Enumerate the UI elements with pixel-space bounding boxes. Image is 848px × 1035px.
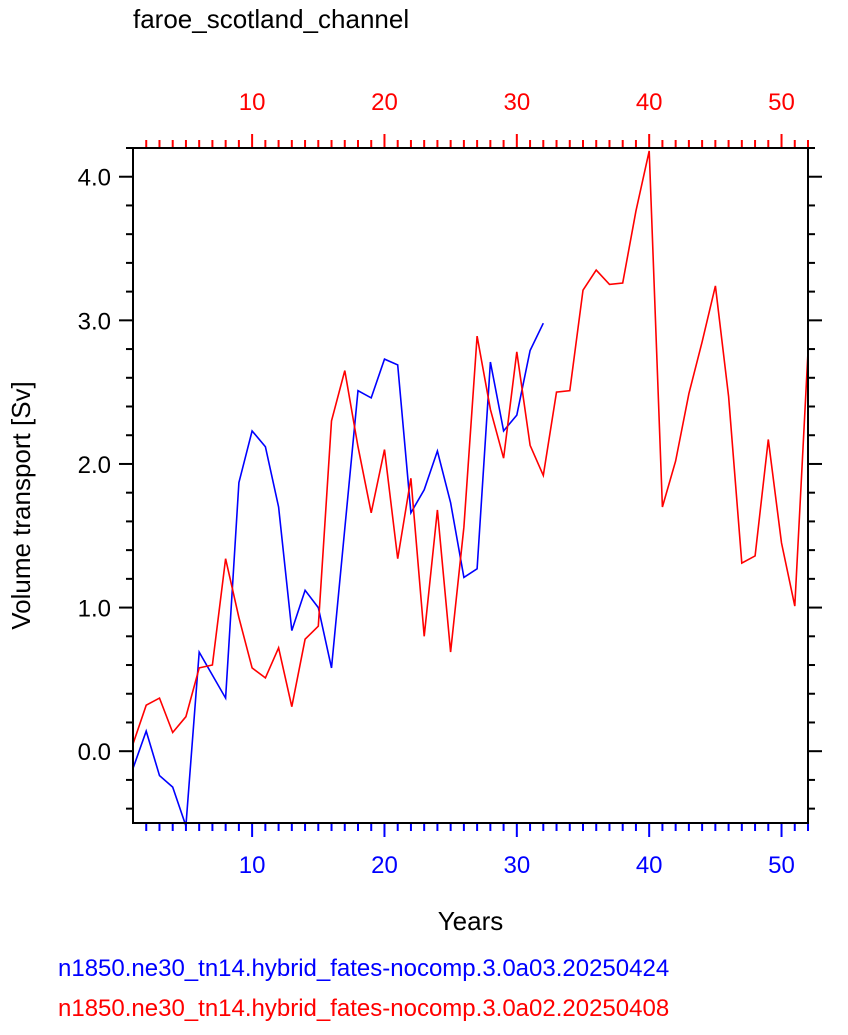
series-line-0 (132, 322, 545, 827)
x-tick-label-top: 30 (503, 89, 530, 116)
y-tick-label: 1.0 (78, 596, 111, 623)
y-tick-label: 0.0 (78, 739, 111, 766)
y-axis-label: Volume transport [Sv] (6, 381, 36, 630)
x-axis-label: Years (438, 906, 504, 936)
x-tick-label-bottom: 50 (768, 852, 795, 879)
y-tick-label: 4.0 (78, 165, 111, 192)
chart-title: faroe_scotland_channel (133, 4, 410, 34)
x-tick-label-bottom: 30 (503, 852, 530, 879)
series-lines (132, 150, 809, 827)
tick-labels: 0.0 1.0 2.0 3.0 4.0 10 20 30 40 50 10 20 30 40 50 (78, 89, 795, 879)
x-tick-label-bottom: 20 (371, 852, 398, 879)
x-tick-label-bottom: 40 (636, 852, 663, 879)
x-tick-label-bottom: 10 (239, 852, 266, 879)
x-tick-label-top: 20 (371, 89, 398, 116)
y-tick-label: 2.0 (78, 452, 111, 479)
legend-entry-red: n1850.ne30_tn14.hybrid_fates-nocomp.3.0a… (58, 995, 670, 1022)
x-tick-label-top: 40 (636, 89, 663, 116)
tick-marks (119, 134, 822, 837)
legend-entry-blue: n1850.ne30_tn14.hybrid_fates-nocomp.3.0a… (58, 955, 670, 982)
x-tick-label-top: 50 (768, 89, 795, 116)
y-tick-label: 3.0 (78, 308, 111, 335)
series-line-1 (132, 150, 809, 745)
plot-frame (132, 147, 809, 824)
x-tick-label-top: 10 (239, 89, 266, 116)
